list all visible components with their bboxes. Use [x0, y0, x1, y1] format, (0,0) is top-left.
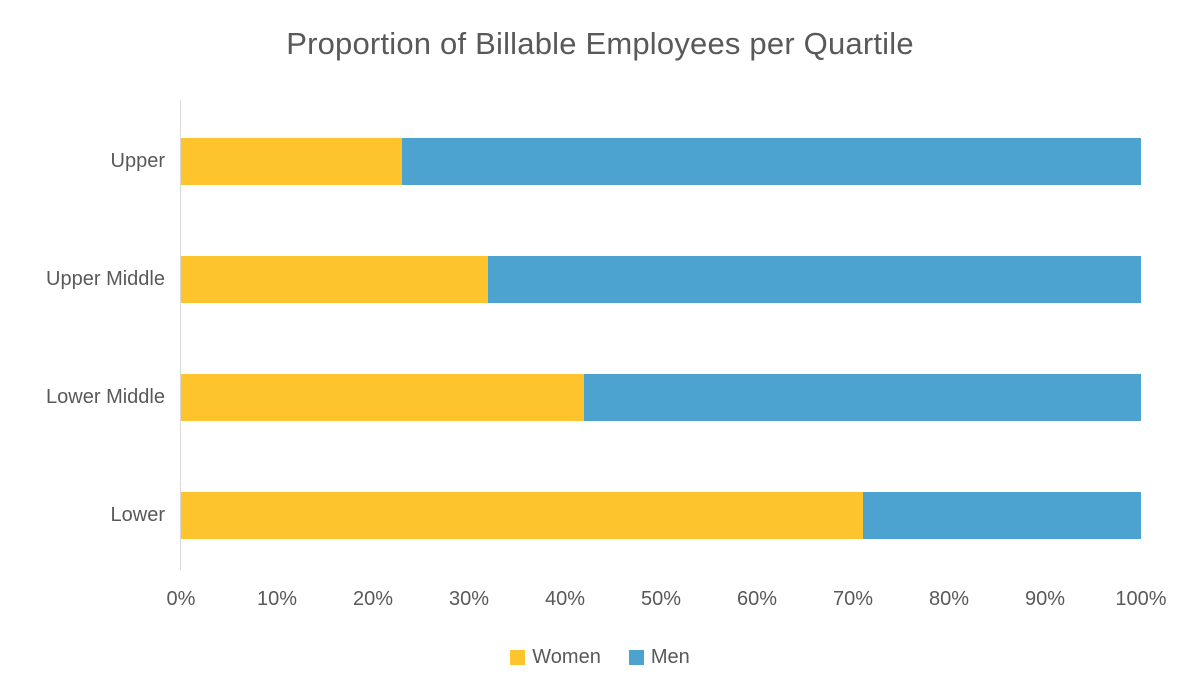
x-tick-label: 50%	[640, 588, 682, 610]
legend-swatch-women	[510, 650, 526, 665]
legend-swatch-men	[628, 650, 644, 665]
legend-item-women: Women	[510, 646, 601, 669]
x-tick-label: 0%	[166, 588, 196, 610]
x-tick-label: 60%	[736, 588, 778, 610]
x-tick-label: 100%	[1115, 588, 1167, 610]
bar-segment-men	[488, 255, 1141, 303]
category-label: Lower Middle	[46, 385, 165, 408]
x-tick-label: 10%	[256, 588, 298, 610]
bar-segment-men	[862, 491, 1141, 539]
category-label: Upper Middle	[46, 267, 165, 290]
y-axis-line	[180, 100, 181, 570]
legend: Women Men	[0, 646, 1200, 669]
x-tick-label: 80%	[928, 588, 970, 610]
chart-title: Proportion of Billable Employees per Qua…	[286, 26, 914, 61]
bar-segment-women	[181, 373, 585, 421]
x-tick-label: 70%	[832, 588, 874, 610]
bar-row-upper	[181, 137, 1141, 185]
category-label: Upper	[110, 149, 165, 172]
y-axis-category-labels: Upper Upper Middle Lower Middle Lower	[0, 100, 165, 570]
legend-item-men: Men	[628, 646, 690, 669]
x-tick-label: 20%	[352, 588, 394, 610]
bar-segment-men	[584, 373, 1141, 421]
bar-segment-men	[401, 137, 1141, 185]
bar-segment-women	[181, 255, 489, 303]
plot-area	[180, 100, 1141, 570]
x-tick-label: 40%	[544, 588, 586, 610]
x-axis-tick-labels: 0% 10% 20% 30% 40% 50% 60% 70% 80% 90% 100%	[167, 588, 1167, 614]
x-tick-label: 30%	[448, 588, 490, 610]
legend-label: Women	[532, 646, 601, 668]
legend-label: Men	[650, 646, 690, 668]
bar-segment-women	[181, 491, 863, 539]
bar-row-upper-middle	[181, 255, 1141, 303]
category-label: Lower	[110, 503, 165, 526]
bar-row-lower-middle	[181, 373, 1141, 421]
bar-segment-women	[181, 137, 402, 185]
x-tick-label: 90%	[1024, 588, 1066, 610]
bar-row-lower	[181, 491, 1141, 539]
